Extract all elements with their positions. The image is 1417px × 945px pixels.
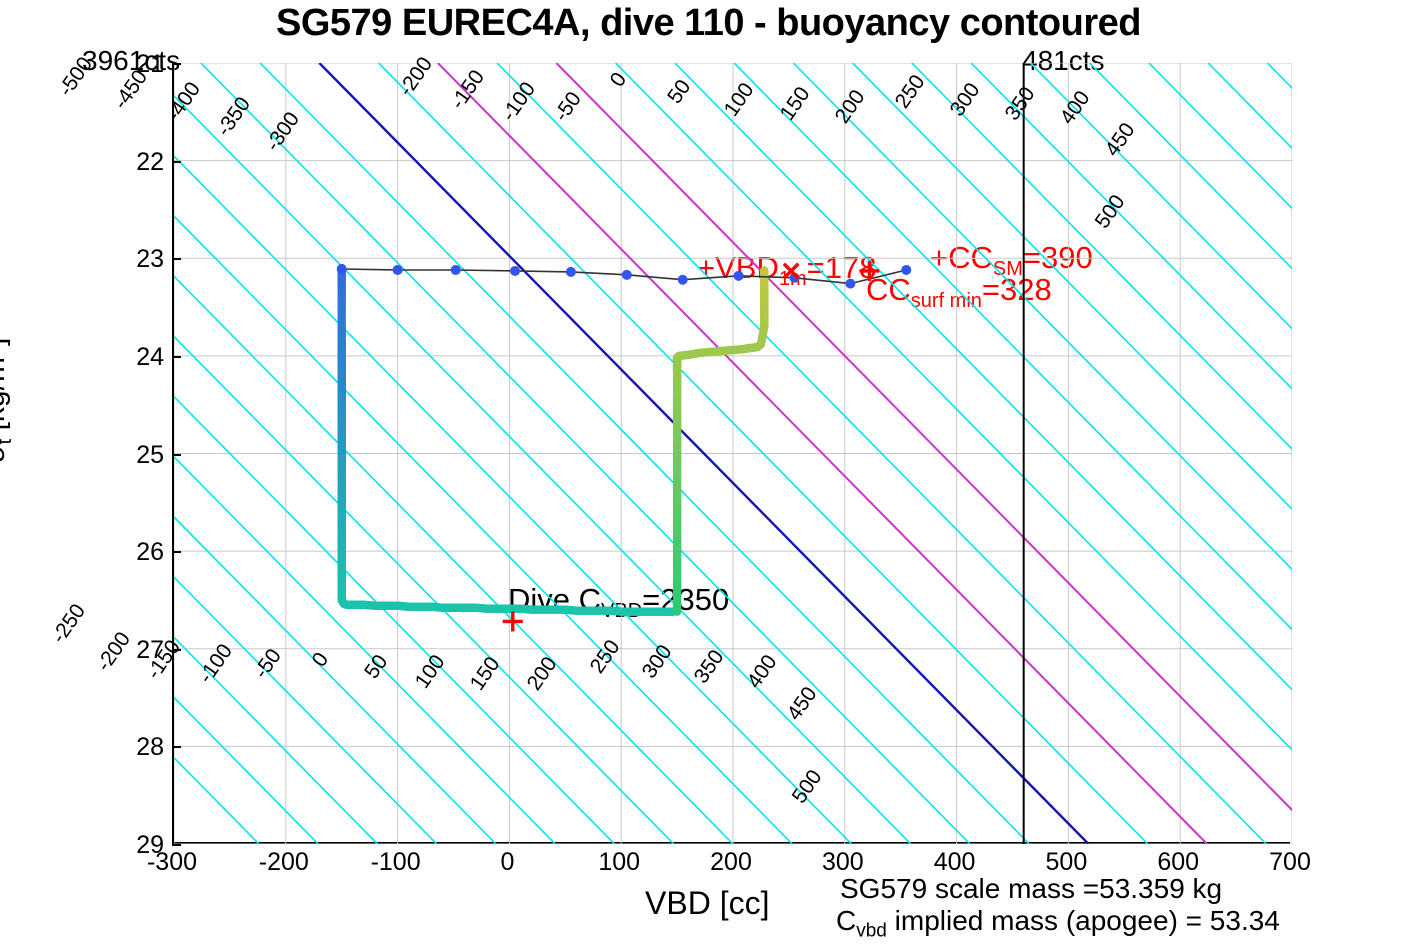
implied-mass-rest: implied mass (apogee) = 53.34 [886,905,1280,936]
y-tick-label: 26 [136,538,164,567]
y-axis-label: σt [kg/m3] [0,338,17,463]
x-tick-label: 100 [598,848,641,876]
y-tick-mark [172,355,181,358]
y-tick-label: 24 [136,342,164,371]
y-tick-label: 21 [136,50,164,78]
y-tick-label: 28 [136,733,164,762]
x-tick-label: 600 [1157,848,1200,876]
chart-svg [174,63,1292,844]
y-tick-mark [172,160,181,163]
cts-left-label: 3961cts [82,45,181,76]
x-tick-label: 400 [933,848,976,876]
y-tick-mark [172,648,181,651]
x-tick-label: -200 [258,848,309,876]
y-tick-mark [172,551,181,554]
y-tick-mark [172,746,181,749]
implied-mass-label: Cvbd implied mass (apogee) = 53.34 [836,905,1280,943]
cts-right-label: 481cts [1022,45,1105,76]
sigma-symbol: σ [0,444,11,462]
x-tick-label: 0 [500,848,515,876]
cc-sm-text: +CC [930,240,993,275]
y-tick-mark [172,453,181,456]
page-title: SG579 EUREC4A, dive 110 - buoyancy conto… [276,2,1141,44]
contour-label: -200 [92,627,136,676]
y-tick-label: 27 [136,635,164,664]
x-tick-label: -300 [146,848,198,876]
y-tick-mark [172,63,181,65]
cc-sm-annotation: +CCSM=390 [930,240,1093,281]
x-tick-label: 500 [1045,848,1088,876]
y-tick-label: 23 [136,245,164,274]
contour-label: -250 [47,599,91,648]
x-tick-label: 700 [1269,848,1311,876]
cc-sm-subscript: SM [992,258,1023,281]
y-units-open: [kg/m [0,357,11,431]
x-tick-label: 300 [821,848,864,876]
y-units-close: ] [0,338,11,346]
x-tick-label: -100 [370,848,421,876]
sigma-subscript: t [0,439,16,445]
y-tick-mark [172,258,181,261]
x-axis-label: VBD [cc] [645,885,770,921]
implied-mass-subscript: vbd [856,920,887,942]
y-tick-mark [172,844,181,846]
y-tick-label: 29 [136,831,164,859]
y-tick-label: 22 [136,147,164,176]
implied-mass-prefix: C [836,905,857,936]
plot-area [172,63,1292,844]
plot-canvas [174,63,1292,844]
y-tick-label: 25 [136,440,164,469]
x-tick-label: 200 [710,848,752,876]
cc-sm-value: =390 [1022,240,1093,275]
scale-mass-label: SG579 scale mass =53.359 kg [840,873,1223,904]
